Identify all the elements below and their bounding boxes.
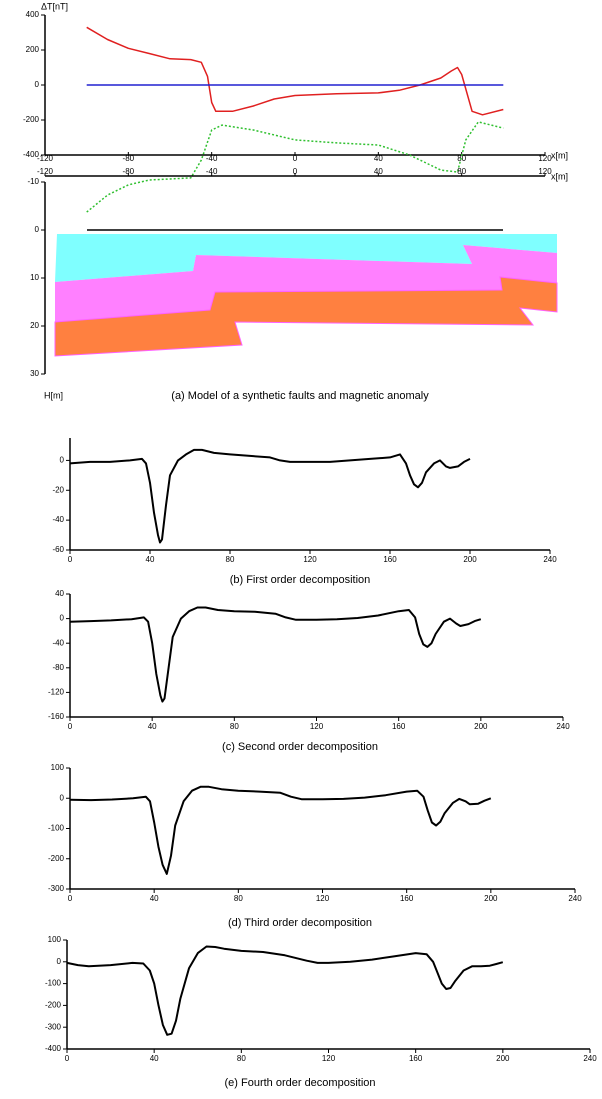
x-tick-label: -120 — [37, 154, 54, 163]
y-tick-label: -80 — [52, 663, 64, 672]
x-tick-label: -40 — [206, 167, 218, 176]
y-tick-label: -40 — [52, 638, 64, 647]
x-tick-label: 240 — [543, 555, 557, 564]
y-tick-label: 20 — [30, 321, 39, 330]
y-tick-label: 40 — [55, 589, 64, 598]
x-tick-label: 120 — [310, 722, 324, 731]
x-tick-label: 0 — [293, 154, 298, 163]
y-tick-label: -200 — [45, 1001, 62, 1010]
x-tick-label: -80 — [123, 167, 135, 176]
series-line — [69, 606, 482, 703]
x-tick-label: -80 — [123, 154, 135, 163]
x-tick-label: 240 — [556, 722, 570, 731]
x-tick-label: 0 — [68, 722, 73, 731]
x-tick-label: 0 — [68, 894, 73, 903]
series-line — [86, 26, 504, 116]
x-tick-label: 40 — [374, 167, 383, 176]
x-tick-label: 80 — [226, 555, 235, 564]
caption: (c) Second order decomposition — [222, 741, 378, 753]
x-tick-label: 40 — [146, 555, 155, 564]
caption: (e) Fourth order decomposition — [224, 1077, 375, 1089]
y-tick-label: 400 — [26, 10, 40, 19]
y-tick-label: 200 — [26, 45, 40, 54]
x-tick-label: 200 — [496, 1054, 510, 1063]
x-tick-label: 160 — [400, 894, 414, 903]
x-tick-label: 120 — [316, 894, 330, 903]
series-line — [66, 945, 504, 1036]
x-tick-label: 0 — [65, 1054, 70, 1063]
x-tick-label: 200 — [463, 555, 477, 564]
x-tick-label: 120 — [322, 1054, 336, 1063]
x-axis-label: x[m] — [551, 150, 568, 160]
y-tick-label: 30 — [30, 369, 39, 378]
x-axis-label: x[m] — [551, 171, 568, 181]
y-tick-label: 0 — [60, 793, 65, 802]
y-tick-label: 0 — [35, 225, 40, 234]
y-tick-label: 10 — [30, 273, 39, 282]
y-tick-label: -100 — [48, 824, 65, 833]
y-tick-label: -200 — [23, 115, 40, 124]
x-tick-label: 240 — [583, 1054, 597, 1063]
x-tick-label: -120 — [37, 167, 54, 176]
x-tick-label: 80 — [457, 154, 466, 163]
y-tick-label: 0 — [60, 614, 65, 623]
y-tick-label: 100 — [48, 935, 62, 944]
x-tick-label: 200 — [484, 894, 498, 903]
x-tick-label: 40 — [374, 154, 383, 163]
y-tick-label: -60 — [52, 545, 64, 554]
series-line — [86, 121, 504, 213]
caption: (b) First order decomposition — [230, 574, 371, 586]
x-tick-label: 200 — [474, 722, 488, 731]
series-line — [69, 785, 492, 875]
x-tick-label: 40 — [150, 1054, 159, 1063]
y-axis-label: ΔT[nT] — [41, 1, 68, 11]
y-tick-label: -20 — [52, 485, 64, 494]
y-tick-label: -10 — [27, 177, 39, 186]
caption: (d) Third order decomposition — [228, 917, 372, 929]
y-tick-label: -120 — [48, 688, 65, 697]
layer-magenta — [55, 245, 557, 322]
y-tick-label: -300 — [48, 884, 65, 893]
layer-cyan — [55, 234, 557, 282]
x-tick-label: 240 — [568, 894, 582, 903]
y-tick-label: 0 — [57, 957, 62, 966]
x-tick-label: 80 — [230, 722, 239, 731]
x-tick-label: 80 — [237, 1054, 246, 1063]
model-layers — [54, 229, 558, 357]
y-axis-label: H[m] — [44, 390, 63, 400]
y-tick-label: -400 — [45, 1044, 62, 1053]
x-tick-label: 160 — [409, 1054, 423, 1063]
y-tick-label: 100 — [51, 763, 65, 772]
x-tick-label: 120 — [538, 167, 552, 176]
x-tick-label: 120 — [303, 555, 317, 564]
x-tick-label: 40 — [150, 894, 159, 903]
y-tick-label: -300 — [45, 1022, 62, 1031]
y-tick-label: -200 — [48, 854, 65, 863]
x-tick-label: 120 — [538, 154, 552, 163]
x-tick-label: 160 — [383, 555, 397, 564]
y-tick-label: -40 — [52, 515, 64, 524]
x-tick-label: 80 — [234, 894, 243, 903]
y-tick-label: -400 — [23, 150, 40, 159]
x-tick-label: 0 — [293, 167, 298, 176]
x-tick-label: 160 — [392, 722, 406, 731]
x-tick-label: -40 — [206, 154, 218, 163]
caption: (a) Model of a synthetic faults and magn… — [171, 390, 429, 402]
x-tick-label: 0 — [68, 555, 73, 564]
y-tick-label: -160 — [48, 712, 65, 721]
series-line — [69, 448, 471, 544]
x-tick-label: 40 — [148, 722, 157, 731]
y-tick-label: 0 — [60, 456, 65, 465]
y-tick-label: -100 — [45, 979, 62, 988]
y-tick-label: 0 — [35, 80, 40, 89]
x-tick-label: 80 — [457, 167, 466, 176]
layer-orange — [54, 276, 558, 357]
